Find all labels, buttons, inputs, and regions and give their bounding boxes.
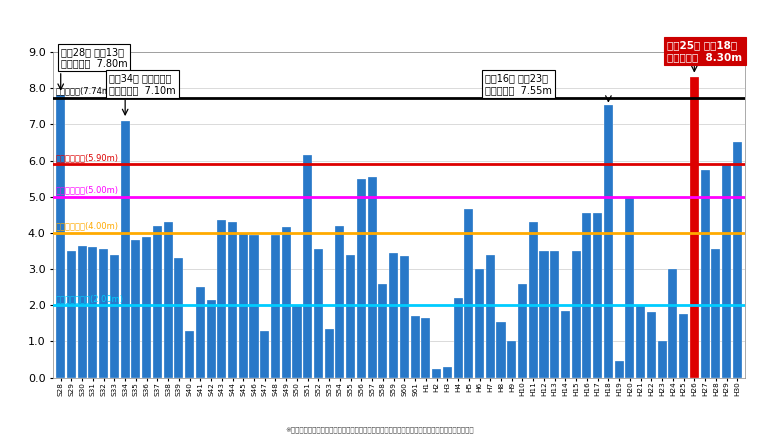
- Bar: [110, 255, 119, 378]
- Bar: [368, 177, 377, 378]
- Bar: [153, 226, 162, 378]
- Bar: [239, 233, 248, 378]
- Text: 氾濫注意水位(4.00m): 氾濫注意水位(4.00m): [55, 222, 119, 231]
- Bar: [540, 251, 549, 378]
- Bar: [142, 237, 151, 378]
- Text: 氾濫危険水位(5.90m): 氾濫危険水位(5.90m): [55, 153, 119, 162]
- Bar: [249, 235, 258, 378]
- Bar: [486, 255, 495, 378]
- Bar: [733, 142, 742, 378]
- Bar: [131, 240, 141, 378]
- Text: 昭和34年 伊勢湾台風
ピーク水位  7.10m: 昭和34年 伊勢湾台風 ピーク水位 7.10m: [109, 73, 176, 95]
- Bar: [88, 247, 97, 378]
- Bar: [389, 253, 398, 378]
- Bar: [636, 305, 645, 378]
- Bar: [378, 283, 388, 378]
- Bar: [185, 331, 194, 378]
- Text: 水防団待機水位(2.00m): 水防団待機水位(2.00m): [55, 294, 123, 303]
- Bar: [228, 222, 237, 378]
- Bar: [56, 95, 65, 378]
- Bar: [572, 251, 581, 378]
- Bar: [464, 209, 473, 378]
- Bar: [550, 251, 559, 378]
- Text: 避難判断水位(5.00m): 避難判断水位(5.00m): [55, 186, 119, 194]
- Bar: [454, 298, 463, 378]
- Text: 平成16年 台風23号
ピーク水位  7.55m: 平成16年 台風23号 ピーク水位 7.55m: [485, 73, 552, 95]
- Bar: [99, 249, 108, 378]
- Bar: [561, 311, 570, 378]
- Bar: [163, 222, 173, 378]
- Bar: [582, 213, 591, 378]
- Bar: [432, 368, 441, 378]
- Bar: [711, 249, 720, 378]
- Bar: [679, 314, 688, 378]
- Bar: [67, 251, 76, 378]
- Bar: [625, 197, 635, 378]
- Bar: [303, 155, 312, 378]
- Bar: [701, 170, 710, 378]
- Bar: [604, 105, 613, 378]
- Bar: [690, 77, 699, 378]
- Bar: [121, 121, 130, 378]
- Bar: [174, 258, 183, 378]
- Bar: [260, 331, 269, 378]
- Bar: [335, 226, 344, 378]
- Text: 昭和28年 台風13号
ピーク水位  7.80m: 昭和28年 台風13号 ピーク水位 7.80m: [61, 47, 128, 68]
- Bar: [217, 220, 226, 378]
- Bar: [507, 342, 516, 378]
- Bar: [293, 305, 302, 378]
- Bar: [400, 256, 409, 378]
- Bar: [518, 283, 527, 378]
- Bar: [421, 318, 430, 378]
- Text: ※横軸の各数値は観測開始年度からの経過年数を表しており、各年の最高水位を示したものです。: ※横軸の各数値は観測開始年度からの経過年数を表しており、各年の最高水位を示したも…: [286, 427, 474, 433]
- Text: 計画高水位(7.74m): 計画高水位(7.74m): [55, 86, 113, 95]
- Text: 平成25年 台風18号
ピーク水位  8.30m: 平成25年 台風18号 ピーク水位 8.30m: [667, 41, 743, 62]
- Bar: [593, 213, 602, 378]
- Bar: [615, 361, 624, 378]
- Bar: [443, 367, 452, 378]
- Bar: [78, 246, 87, 378]
- Bar: [346, 255, 355, 378]
- Bar: [282, 227, 291, 378]
- Bar: [357, 179, 366, 378]
- Bar: [196, 287, 205, 378]
- Bar: [475, 269, 484, 378]
- Bar: [529, 222, 538, 378]
- Bar: [647, 312, 656, 378]
- Bar: [325, 329, 334, 378]
- Bar: [496, 322, 505, 378]
- Bar: [410, 316, 420, 378]
- Bar: [207, 300, 216, 378]
- Bar: [668, 269, 677, 378]
- Bar: [722, 164, 731, 378]
- Bar: [657, 342, 667, 378]
- Bar: [314, 249, 323, 378]
- Bar: [271, 235, 280, 378]
